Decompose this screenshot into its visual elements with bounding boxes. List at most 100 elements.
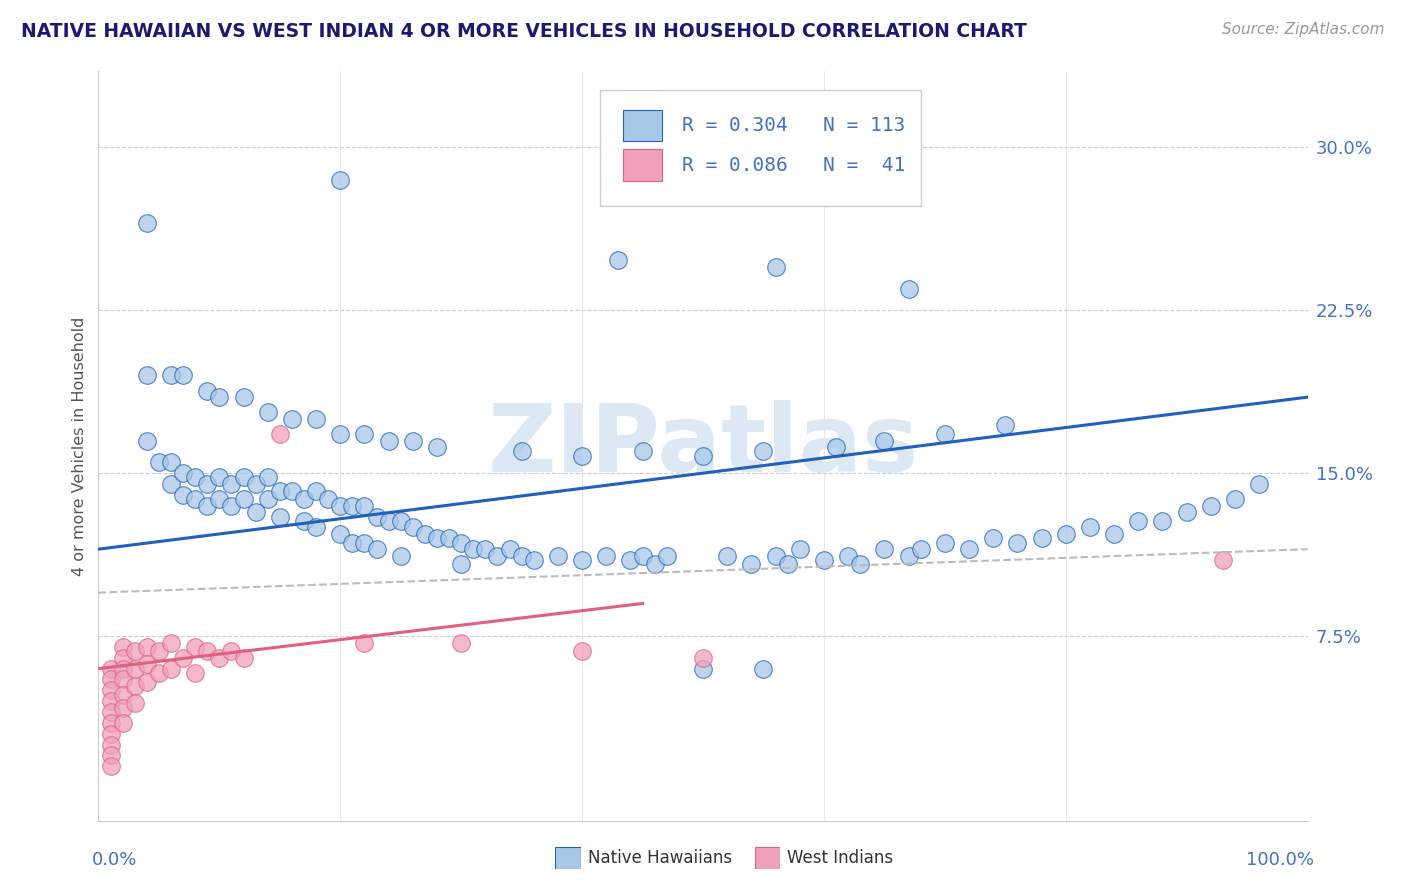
Point: [160, 477, 183, 491]
Point: [172, 650, 194, 665]
Point: [752, 662, 775, 676]
Point: [135, 640, 157, 654]
Point: [329, 427, 352, 442]
FancyBboxPatch shape: [623, 149, 662, 181]
Point: [366, 509, 388, 524]
Point: [1152, 514, 1174, 528]
Point: [245, 477, 267, 491]
Point: [1175, 505, 1198, 519]
Point: [571, 644, 593, 658]
Point: [776, 558, 799, 572]
Point: [1102, 527, 1125, 541]
Text: 100.0%: 100.0%: [1246, 851, 1313, 869]
Point: [873, 434, 896, 448]
Point: [740, 558, 762, 572]
Point: [692, 650, 714, 665]
Point: [100, 727, 122, 741]
Point: [256, 492, 278, 507]
Point: [402, 520, 425, 534]
Point: [752, 444, 775, 458]
Point: [135, 657, 157, 672]
Point: [1249, 477, 1271, 491]
Point: [595, 549, 617, 563]
Point: [837, 549, 859, 563]
Point: [1223, 492, 1246, 507]
Point: [269, 427, 291, 442]
Point: [245, 505, 267, 519]
Point: [232, 390, 254, 404]
Point: [1212, 553, 1234, 567]
Point: [111, 715, 134, 730]
Point: [316, 492, 339, 507]
Point: [644, 558, 666, 572]
Point: [111, 662, 134, 676]
Point: [366, 542, 388, 557]
Point: [498, 542, 520, 557]
Text: Source: ZipAtlas.com: Source: ZipAtlas.com: [1222, 22, 1385, 37]
Point: [124, 697, 146, 711]
Point: [111, 700, 134, 714]
Point: [221, 644, 243, 658]
Point: [184, 665, 207, 680]
Point: [510, 549, 533, 563]
Point: [413, 527, 436, 541]
Point: [1199, 499, 1222, 513]
Point: [305, 483, 328, 498]
Point: [716, 549, 738, 563]
Point: [135, 674, 157, 689]
Point: [765, 549, 787, 563]
Point: [221, 499, 243, 513]
Point: [111, 650, 134, 665]
Point: [100, 748, 122, 763]
Point: [1054, 527, 1077, 541]
Point: [135, 368, 157, 383]
Point: [910, 542, 932, 557]
Point: [329, 527, 352, 541]
Text: NATIVE HAWAIIAN VS WEST INDIAN 4 OR MORE VEHICLES IN HOUSEHOLD CORRELATION CHART: NATIVE HAWAIIAN VS WEST INDIAN 4 OR MORE…: [21, 22, 1026, 41]
Text: ZIPatlas: ZIPatlas: [488, 400, 918, 492]
Point: [148, 644, 170, 658]
Point: [486, 549, 509, 563]
FancyBboxPatch shape: [623, 110, 662, 141]
Point: [305, 520, 328, 534]
Point: [342, 535, 364, 549]
Point: [426, 440, 449, 454]
FancyBboxPatch shape: [600, 90, 921, 206]
Point: [111, 673, 134, 687]
Point: [631, 549, 654, 563]
Point: [281, 483, 304, 498]
Point: [208, 650, 231, 665]
Point: [100, 705, 122, 719]
Point: [389, 549, 412, 563]
Point: [135, 216, 157, 230]
Point: [510, 444, 533, 458]
Text: 0.0%: 0.0%: [93, 851, 138, 869]
Point: [994, 418, 1017, 433]
Point: [100, 673, 122, 687]
Point: [765, 260, 787, 274]
Point: [450, 535, 472, 549]
Point: [353, 535, 375, 549]
Point: [281, 412, 304, 426]
Point: [607, 253, 630, 268]
Point: [389, 514, 412, 528]
Point: [825, 440, 848, 454]
Point: [100, 738, 122, 752]
Point: [195, 384, 218, 398]
Point: [353, 427, 375, 442]
Point: [124, 662, 146, 676]
Point: [934, 427, 956, 442]
Point: [232, 650, 254, 665]
Point: [692, 662, 714, 676]
Point: [377, 434, 399, 448]
Point: [160, 455, 183, 469]
Point: [957, 542, 980, 557]
Point: [692, 449, 714, 463]
Point: [160, 635, 183, 649]
Point: [184, 640, 207, 654]
Point: [329, 499, 352, 513]
Point: [547, 549, 569, 563]
Point: [160, 662, 183, 676]
Point: [208, 390, 231, 404]
Point: [631, 444, 654, 458]
